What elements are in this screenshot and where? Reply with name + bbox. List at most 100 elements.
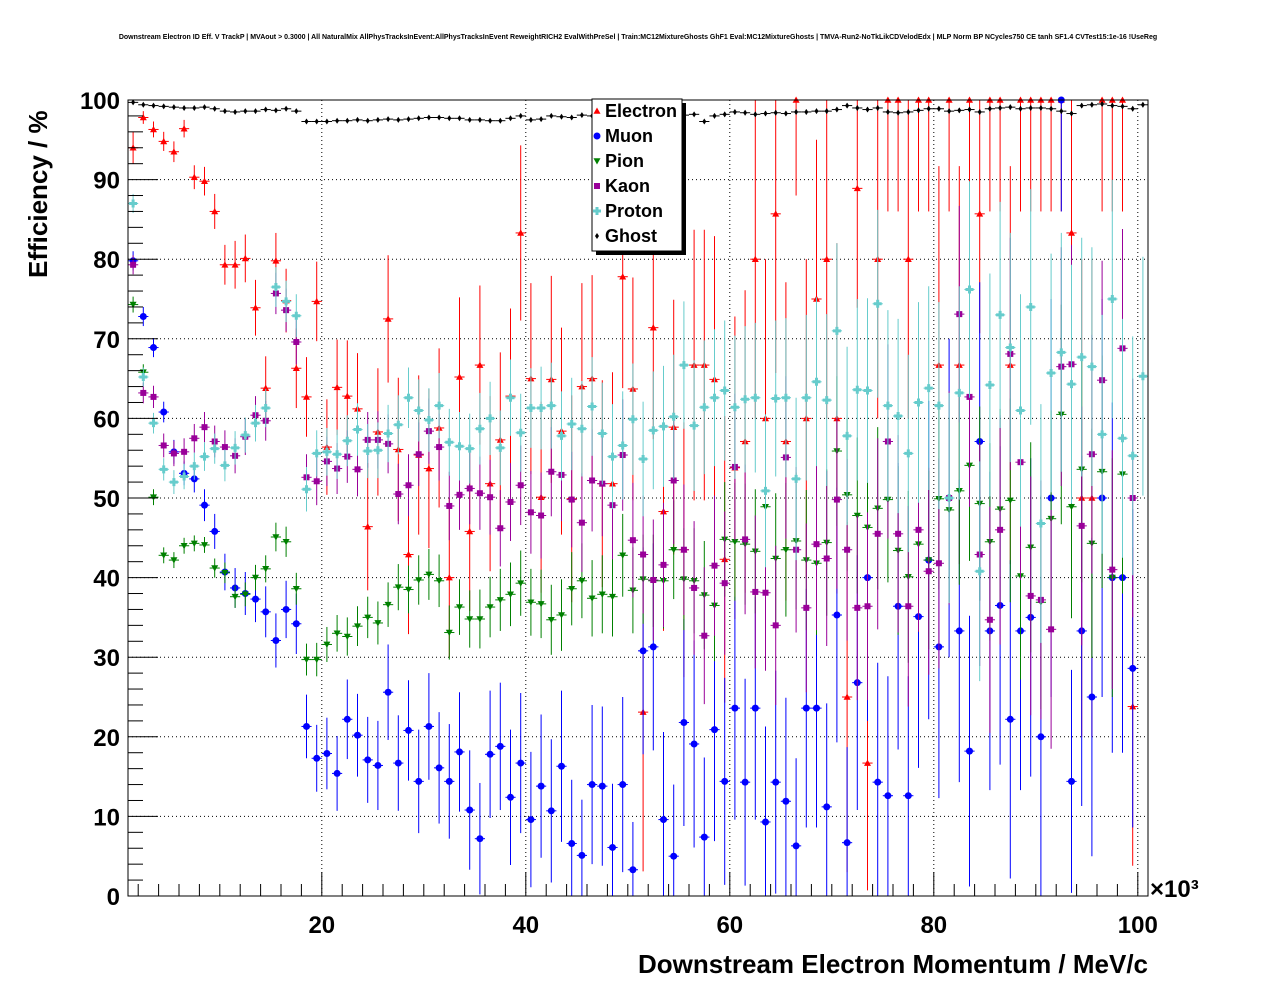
muon-point	[882, 676, 893, 896]
kaon-point	[719, 511, 730, 655]
data-marker	[690, 421, 699, 430]
data-marker	[578, 519, 585, 526]
muon-point	[148, 338, 159, 358]
proton-point	[464, 413, 475, 484]
ghost-point	[770, 109, 781, 116]
data-marker	[783, 110, 788, 117]
data-marker	[883, 401, 892, 410]
ghost-point	[495, 117, 506, 124]
data-marker	[160, 552, 168, 559]
data-marker	[998, 104, 1003, 111]
kaon-point	[1025, 476, 1036, 716]
data-marker	[692, 111, 697, 118]
data-marker	[1006, 343, 1015, 352]
electron-point	[240, 234, 251, 283]
data-marker	[171, 104, 176, 111]
kaon-point	[485, 459, 496, 535]
ghost-point	[576, 112, 587, 119]
data-marker	[670, 546, 678, 554]
data-marker	[843, 693, 851, 700]
ghost-point	[464, 116, 475, 123]
ghost-point	[250, 108, 261, 115]
data-marker	[201, 501, 208, 509]
legend-marker-electron	[593, 107, 601, 114]
data-marker	[445, 438, 454, 447]
x-tick-label: 40	[512, 912, 539, 939]
data-marker	[834, 106, 839, 113]
data-marker	[526, 404, 535, 413]
proton-point	[250, 404, 261, 442]
data-marker	[761, 486, 770, 495]
ghost-point	[699, 118, 710, 125]
muon-point	[607, 783, 618, 896]
data-marker	[579, 112, 584, 119]
pion-point	[607, 556, 618, 637]
data-marker	[200, 452, 209, 461]
data-marker	[263, 106, 268, 113]
ghost-point	[393, 116, 404, 123]
data-marker	[772, 778, 780, 786]
ghost-point	[362, 117, 373, 124]
data-marker	[772, 622, 779, 629]
data-marker	[1079, 102, 1084, 109]
data-marker	[1098, 430, 1107, 439]
data-marker	[425, 571, 433, 578]
data-marker	[405, 551, 412, 558]
proton-point	[566, 377, 577, 471]
proton-point	[587, 357, 598, 456]
muon-point	[1066, 669, 1077, 893]
data-marker	[221, 261, 229, 268]
proton-point	[964, 181, 975, 398]
data-marker	[272, 636, 280, 644]
data-marker	[313, 754, 321, 762]
muon-point	[1005, 560, 1016, 879]
data-marker	[507, 591, 514, 598]
data-marker	[925, 568, 932, 575]
electron-point	[852, 100, 863, 308]
data-marker	[547, 616, 555, 624]
data-marker	[233, 108, 238, 115]
ghost-point	[750, 111, 761, 118]
pion-point	[332, 615, 343, 652]
pion-point	[587, 560, 598, 637]
kaon-point	[709, 495, 720, 636]
muon-point	[505, 729, 516, 865]
pion-point	[301, 643, 312, 676]
data-marker	[150, 393, 157, 400]
data-marker	[333, 383, 341, 391]
ghost-point	[515, 112, 526, 119]
proton-point	[729, 335, 740, 479]
proton-point	[138, 367, 149, 387]
pion-point	[505, 562, 516, 627]
data-marker	[507, 498, 514, 505]
data-marker	[722, 111, 727, 118]
muon-point	[536, 714, 547, 858]
data-marker	[762, 589, 769, 596]
data-marker	[302, 485, 311, 494]
proton-point	[230, 431, 241, 465]
proton-point	[719, 320, 730, 461]
data-marker	[649, 643, 657, 651]
ghost-point	[1046, 105, 1057, 112]
data-marker	[730, 403, 739, 412]
ghost-point	[1097, 100, 1108, 107]
kaon-point	[984, 506, 995, 733]
data-marker	[130, 261, 137, 268]
data-marker	[394, 759, 402, 767]
series-ghost	[128, 99, 1148, 125]
data-marker	[414, 406, 423, 415]
proton-point	[862, 298, 873, 483]
proton-point	[1076, 237, 1087, 477]
muon-point	[556, 690, 567, 842]
data-marker	[456, 491, 463, 498]
data-marker	[549, 112, 554, 119]
data-marker	[741, 395, 750, 404]
electron-point	[209, 193, 220, 229]
kaon-point	[689, 521, 700, 655]
data-marker	[333, 630, 341, 637]
data-marker	[1048, 626, 1055, 633]
data-marker	[771, 394, 780, 403]
data-marker	[967, 106, 972, 113]
ghost-point	[434, 114, 445, 121]
